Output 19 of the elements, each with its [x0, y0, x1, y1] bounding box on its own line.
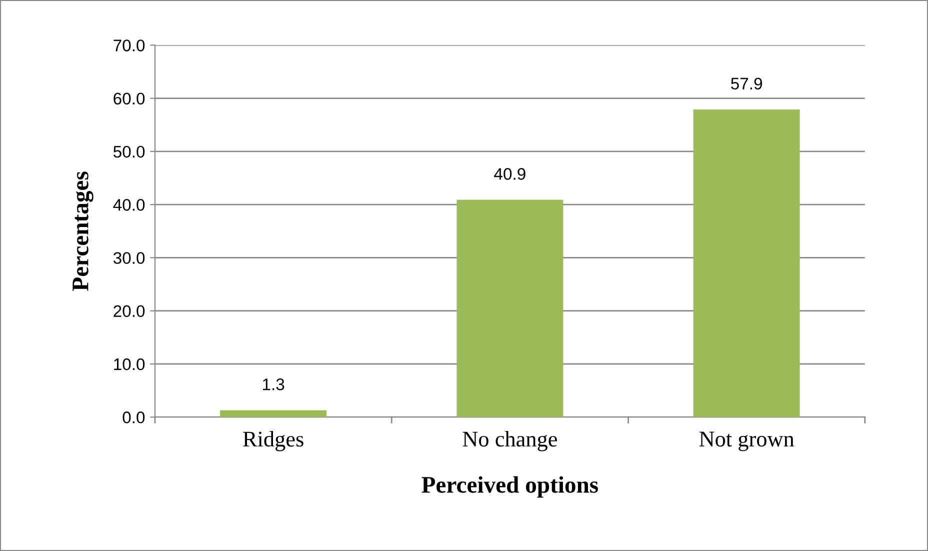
data-label: 40.9: [494, 168, 526, 180]
y-tick-label: 70.0: [114, 40, 145, 52]
y-tick-label: 20.0: [114, 305, 145, 318]
y-tick-label: 10.0: [114, 358, 145, 370]
data-label: 57.9: [731, 78, 762, 90]
y-tick-label: 60.0: [114, 92, 145, 105]
x-tick-label: No change: [462, 430, 557, 452]
bar: [456, 200, 564, 418]
y-tick-label: 40.0: [113, 198, 145, 211]
bar: [693, 109, 800, 418]
y-tick-label: 30.0: [113, 252, 145, 264]
y-tick-label: 0.0: [122, 412, 145, 424]
y-axis-title: Percentages: [72, 172, 94, 291]
data-label: 1.3: [262, 378, 284, 390]
x-axis-title: Perceived options: [422, 476, 598, 498]
bar: [220, 410, 327, 418]
y-tick-label: 50.0: [113, 146, 145, 158]
x-tick-label: Not grown: [699, 432, 794, 452]
x-tick-label: Ridges: [243, 430, 304, 452]
